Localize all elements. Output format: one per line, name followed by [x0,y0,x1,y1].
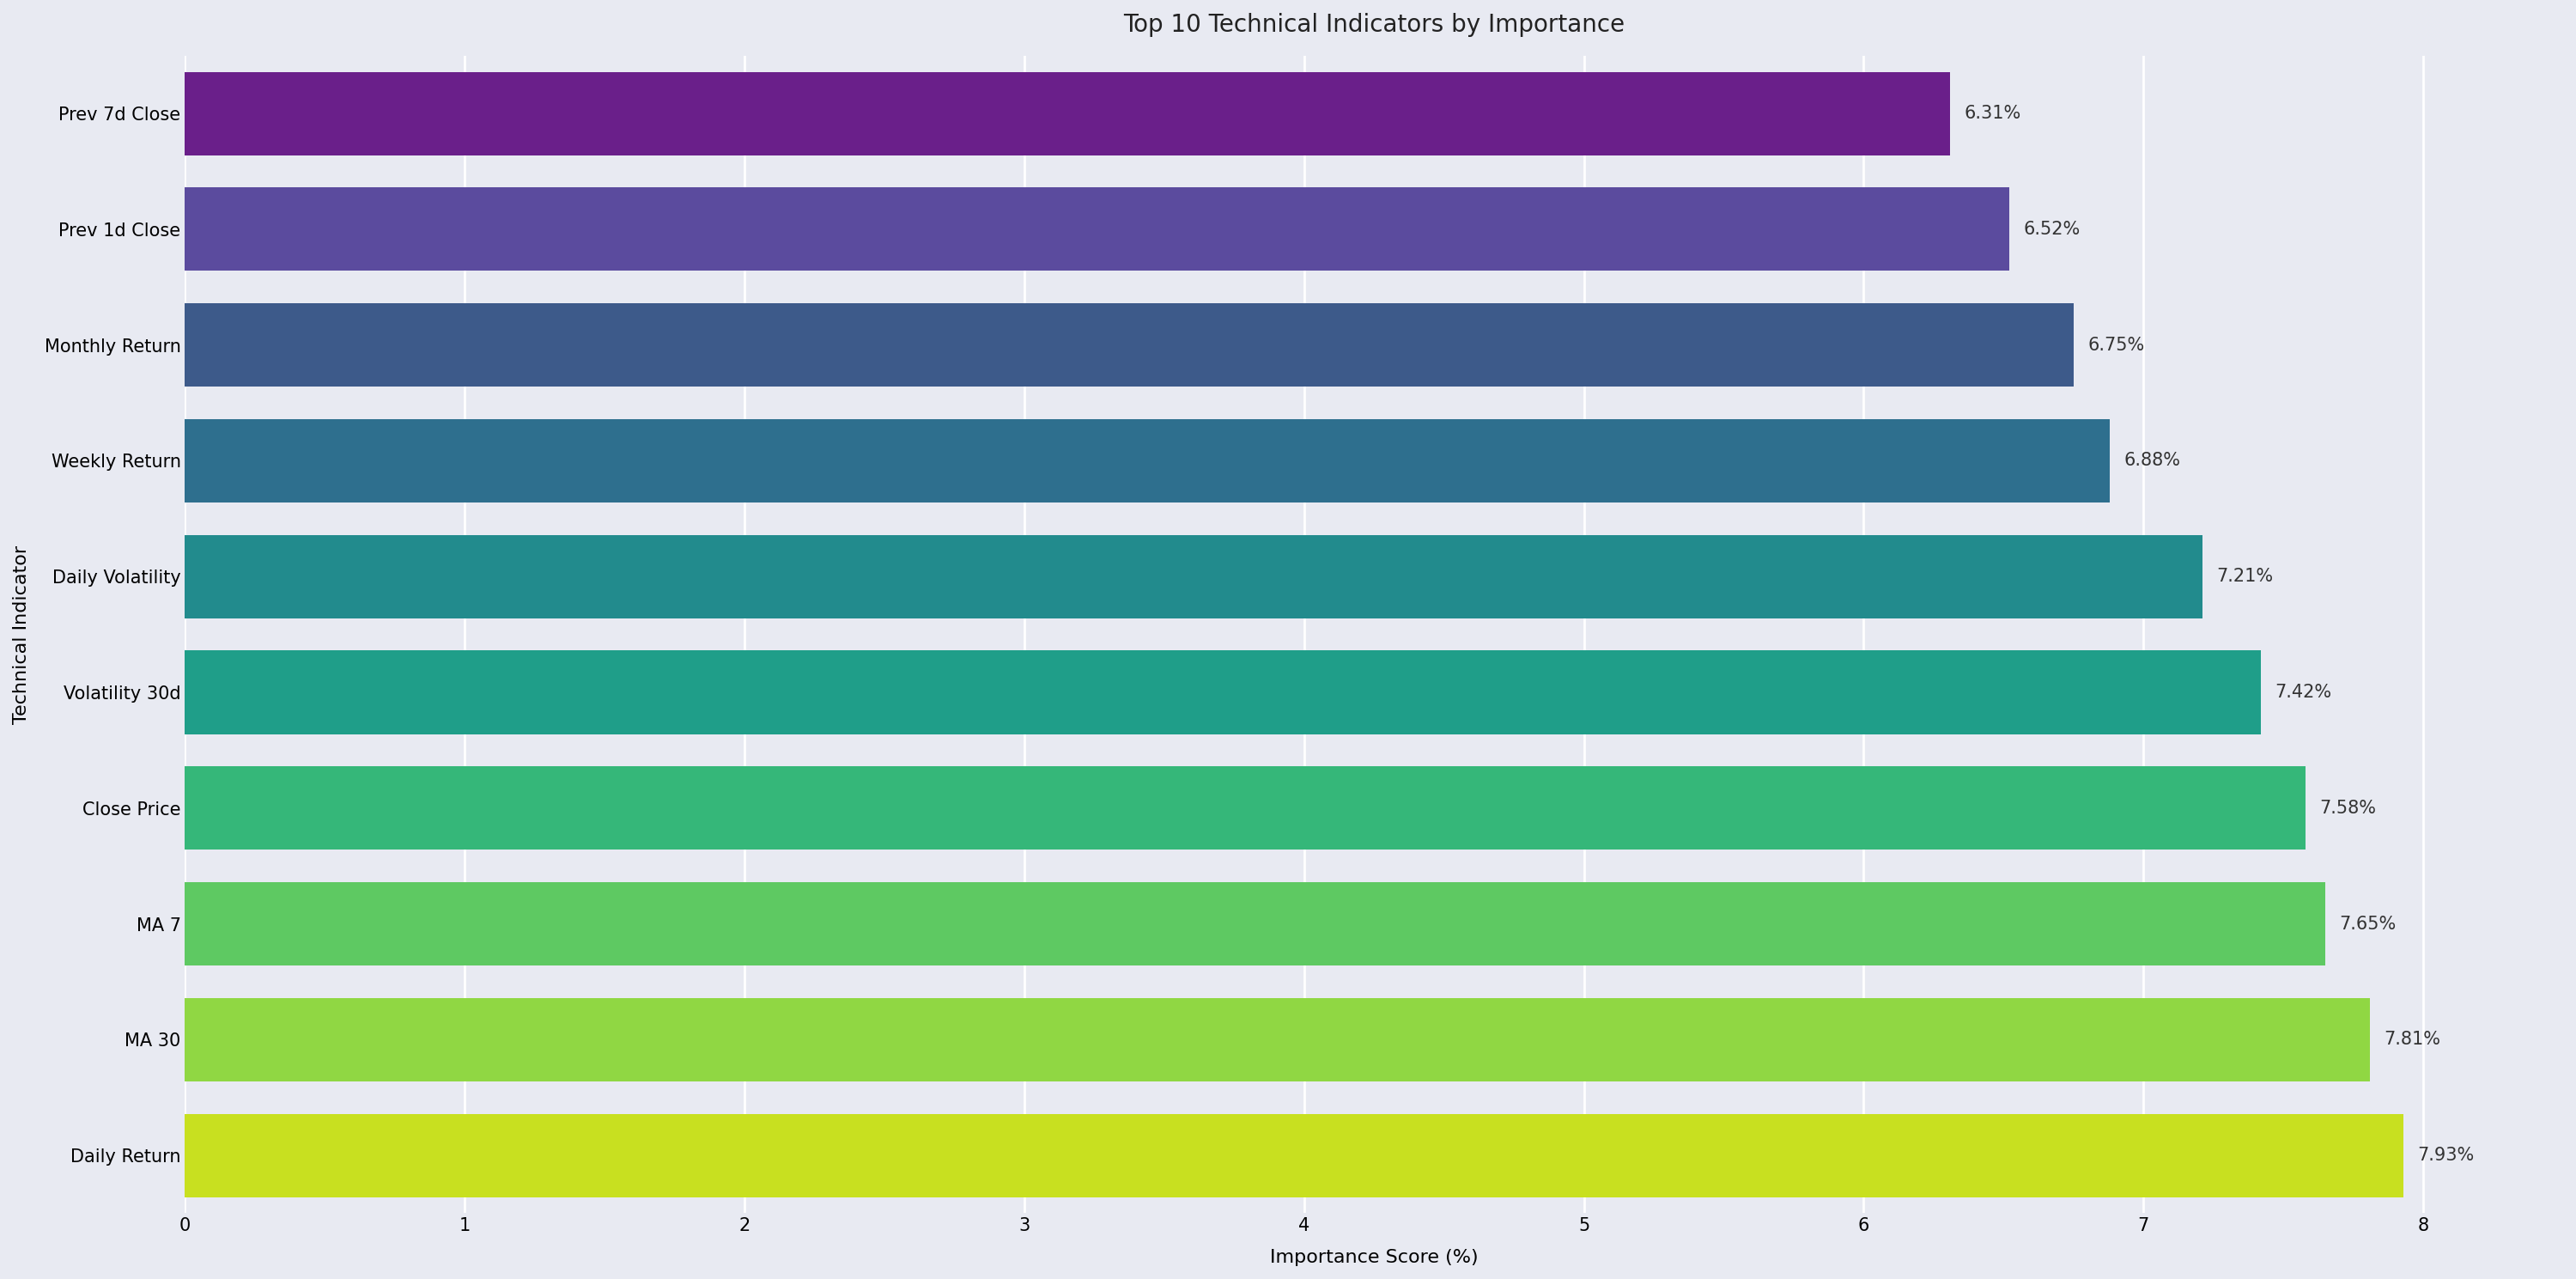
Bar [185,998,2370,1081]
Text: 6.75%: 6.75% [2087,336,2143,353]
Bar [185,883,2326,966]
Text: 7.21%: 7.21% [2215,568,2272,586]
Text: 6.31%: 6.31% [1965,105,2022,122]
Title: Top 10 Technical Indicators by Importance: Top 10 Technical Indicators by Importanc… [1123,13,1625,37]
Text: 7.58%: 7.58% [2321,799,2378,817]
Text: 7.42%: 7.42% [2275,684,2331,701]
Text: 6.52%: 6.52% [2022,221,2079,238]
Bar [185,535,2202,618]
Bar [185,651,2262,734]
Y-axis label: Technical Indicator: Technical Indicator [13,545,31,724]
Text: 7.93%: 7.93% [2419,1147,2476,1164]
Bar [185,1114,2403,1197]
Bar [185,420,2110,503]
X-axis label: Importance Score (%): Importance Score (%) [1270,1248,1479,1266]
Bar [185,303,2074,386]
Text: 6.88%: 6.88% [2123,453,2179,469]
Bar [185,72,1950,155]
Bar [185,188,2009,271]
Text: 7.81%: 7.81% [2383,1031,2439,1049]
Text: 7.65%: 7.65% [2339,916,2396,932]
Bar [185,766,2306,849]
